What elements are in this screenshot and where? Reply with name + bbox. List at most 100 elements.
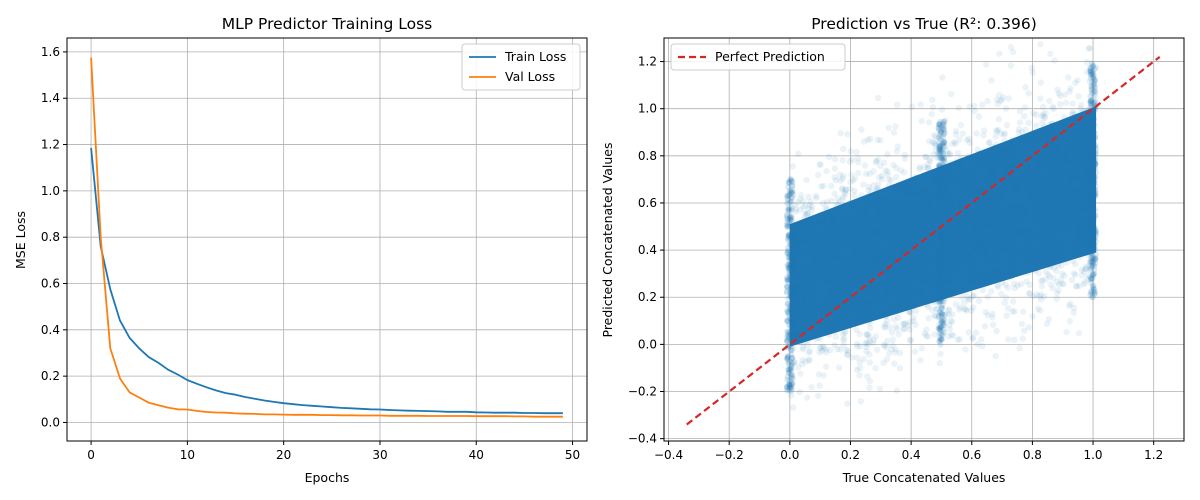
scatter-point [801,286,808,293]
scatter-point [910,253,917,260]
scatter-point [1071,195,1078,203]
scatter-point [1046,177,1053,184]
scatter-point [1022,259,1030,266]
scatter-point [886,241,894,248]
scatter-point [823,263,830,270]
scatter-point [799,346,807,353]
scatter-point [963,239,970,247]
scatter-point [965,180,973,188]
scatter-point [1040,232,1048,240]
scatter-point [875,229,882,236]
scatter-point [1078,272,1086,279]
scatter-point [848,247,856,255]
scatter-point [1014,151,1021,158]
scatter-point [999,279,1006,286]
scatter-point [1020,267,1028,275]
scatter-point [1049,252,1057,259]
scatter-point [1076,236,1083,243]
scatter-point [1062,238,1069,245]
scatter-point [1020,225,1027,232]
scatter-point [1074,133,1082,140]
scatter-point [1022,126,1029,133]
scatter-point [1054,177,1062,185]
scatter-point [903,227,910,235]
scatter-point [912,197,920,204]
scatter-point [853,354,861,361]
scatter-point [1050,171,1058,178]
scatter-point [920,229,927,236]
scatter-point [884,151,891,158]
scatter-point [866,221,873,228]
scatter-point [1007,273,1014,281]
scatter-point [901,233,908,240]
scatter-point [1079,207,1086,215]
scatter-point [785,267,792,274]
scatter-point [969,292,976,300]
scatter-point [817,335,824,342]
scatter-point [1016,119,1024,126]
scatter-point [1055,176,1062,184]
scatter-point [859,268,866,276]
scatter-point [834,253,842,260]
scatter-point [810,294,817,301]
scatter-point [845,240,852,248]
scatter-point [1070,304,1078,312]
scatter-point [789,320,796,327]
scatter-point [872,283,879,290]
scatter-point [899,276,906,284]
scatter-point [908,209,916,216]
scatter-point [843,247,850,255]
scatter-point [964,177,971,184]
scatter-point [826,274,834,282]
scatter-point [1004,231,1011,238]
scatter-point [923,326,930,333]
scatter-point [874,136,881,143]
scatter-point [783,288,790,295]
scatter-point [1001,186,1008,193]
scatter-point [892,275,899,282]
scatter-point [969,334,977,342]
scatter-point [866,359,873,366]
scatter-point [900,248,907,255]
scatter-point [845,229,852,236]
scatter-point [1091,79,1098,87]
scatter-point [993,267,1001,274]
scatter-point [816,382,823,389]
scatter-point [817,345,824,352]
scatter-point [937,350,944,358]
scatter-point [863,240,870,247]
scatter-point [1088,102,1094,109]
scatter-point [988,199,995,207]
scatter-point [975,221,983,229]
scatter-point [1079,139,1087,146]
scatter-point [944,150,951,158]
scatter-point [978,235,985,242]
scatter-point [965,210,972,218]
scatter-point [861,213,868,220]
scatter-point [822,346,830,353]
scatter-point [1090,95,1097,102]
scatter-point [785,247,792,254]
scatter-point [992,174,999,182]
scatter-point [787,176,793,183]
scatter-point [840,318,848,325]
loss-x-axis-label: Epochs [305,470,350,485]
scatter-point [1011,229,1018,236]
scatter-point [1081,164,1089,171]
scatter-point [841,314,848,322]
scatter-point [1014,204,1021,211]
scatter-point [854,247,861,254]
scatter-point [973,329,980,336]
scatter-point [932,133,939,141]
scatter-point [1042,253,1049,260]
scatter-point [822,239,829,246]
scatter-point [850,200,857,208]
scatter-point [936,227,943,234]
scatter-point [793,281,800,289]
scatter-point [804,394,811,401]
scatter-point [967,251,975,258]
scatter-point [899,256,906,263]
scatter-point [1053,278,1061,286]
scatter-point [894,101,901,108]
scatter-point [1055,215,1063,222]
